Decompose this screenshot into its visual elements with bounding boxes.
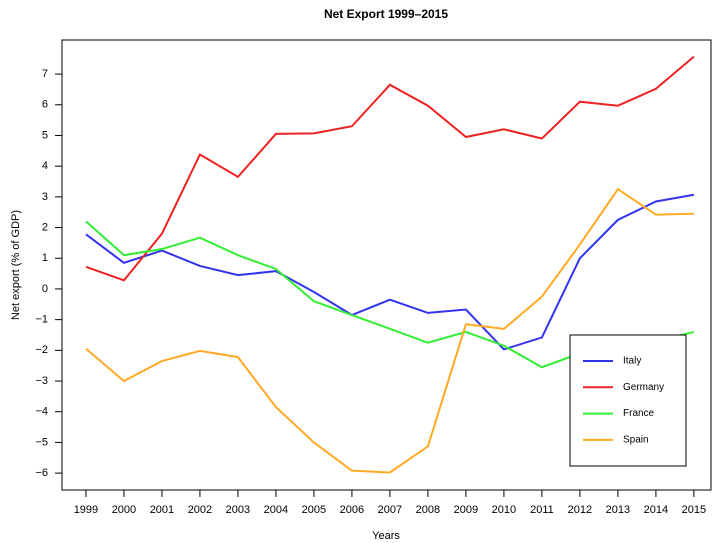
x-tick-label: 2011: [530, 504, 554, 516]
x-tick-label: 2015: [682, 504, 706, 516]
series-line: [85, 193, 695, 351]
x-axis-label: Years: [372, 530, 400, 542]
x-tick-label: 2008: [416, 504, 440, 516]
x-tick-label: 2013: [606, 504, 630, 516]
y-tick-label: −6: [35, 467, 48, 479]
x-tick-label: 2007: [378, 504, 402, 516]
y-tick-label: 5: [42, 129, 48, 141]
y-axis-label: Net export (% of GDP): [10, 210, 22, 320]
x-tick-label: 2005: [302, 504, 326, 516]
x-tick-label: 2009: [454, 504, 478, 516]
legend-label: France: [623, 408, 655, 419]
y-tick-label: 4: [42, 160, 48, 172]
legend-label: Italy: [623, 356, 641, 367]
y-tick-label: 3: [42, 191, 48, 203]
x-tick-label: 2001: [150, 504, 174, 516]
plot-box: [61, 39, 712, 491]
x-tick-label: 2003: [226, 504, 250, 516]
x-tick-label: 2004: [264, 504, 288, 516]
y-tick-label: 7: [42, 68, 48, 80]
y-tick-label: −1: [35, 314, 48, 326]
legend-label: Spain: [623, 435, 649, 446]
chart-title: Net Export 1999–2015: [324, 7, 448, 21]
x-tick-label: 2000: [112, 504, 136, 516]
y-tick-label: 2: [42, 221, 48, 233]
x-tick-label: 2012: [568, 504, 592, 516]
legend-label: Germany: [623, 382, 664, 393]
y-tick-label: −4: [35, 406, 48, 418]
series-line: [85, 55, 695, 282]
x-tick-label: 2014: [644, 504, 668, 516]
x-tick-label: 2010: [492, 504, 516, 516]
y-tick-label: 6: [42, 99, 48, 111]
legend-box: [569, 334, 687, 467]
y-tick-label: −2: [35, 344, 48, 356]
x-tick-label: 2006: [340, 504, 364, 516]
y-tick-label: 0: [42, 283, 48, 295]
series-line: [85, 187, 694, 474]
y-tick-label: −3: [35, 375, 48, 387]
x-tick-label: 2002: [188, 504, 212, 516]
y-tick-label: 1: [42, 252, 48, 264]
x-tick-label: 1999: [74, 504, 98, 516]
y-tick-label: −5: [35, 436, 48, 448]
